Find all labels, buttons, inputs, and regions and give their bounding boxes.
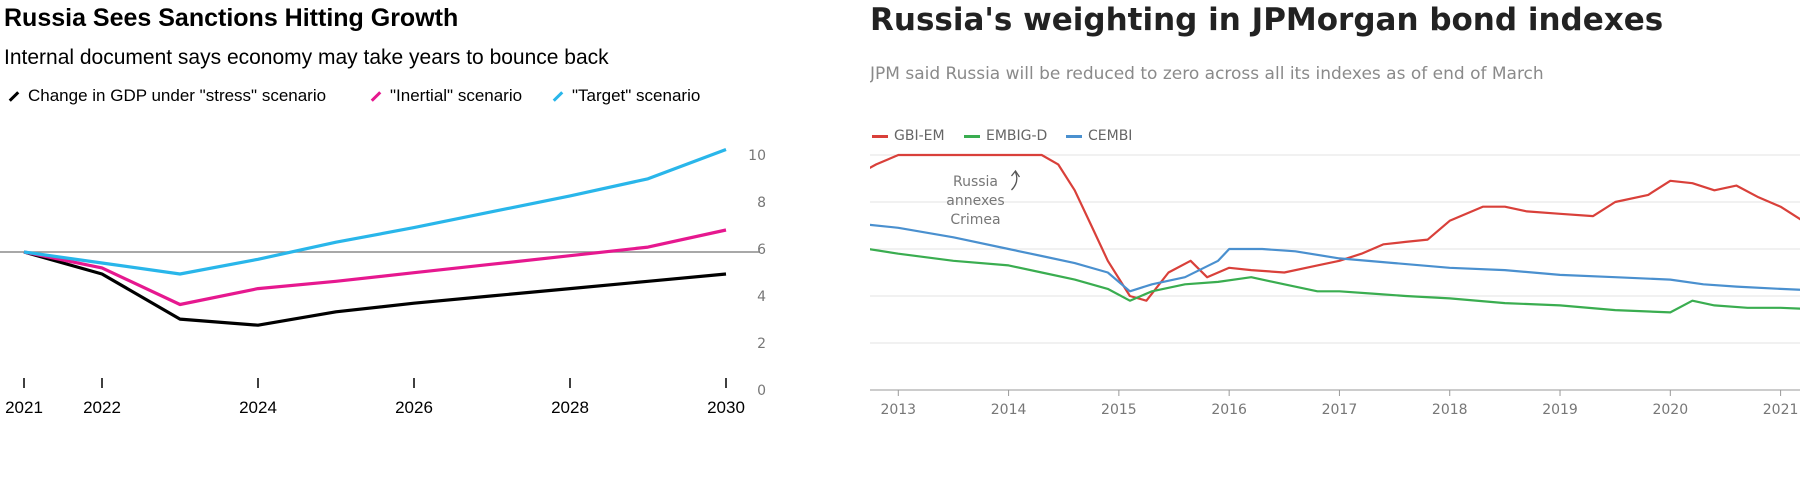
- series-line-cembi: [870, 223, 1800, 293]
- legend-label-stress: Change in GDP under "stress" scenario: [28, 86, 327, 105]
- annotation-crimea-line-3: Crimea: [950, 212, 1000, 228]
- legend-swatch-embig-d: [964, 134, 980, 138]
- annotation-crimea-line-1: Russia: [953, 174, 998, 190]
- chart-title: Russia's weighting in JPMorgan bond inde…: [870, 2, 1664, 38]
- y-tick-label-4: 4: [757, 289, 766, 305]
- y-tick-label-10: 10: [748, 148, 766, 164]
- x-tick-label-2024: 2024: [239, 398, 277, 417]
- x-tick-label-2019: 2019: [1542, 402, 1578, 418]
- y-tick-label-0: 0: [757, 383, 766, 399]
- legend-item-target: "Target" scenario: [552, 86, 700, 106]
- y-tick-label-6: 6: [757, 242, 766, 258]
- gdp-chart-plot: 2021 2022 2024 2026 2028 2030: [0, 148, 760, 417]
- x-tick-label-2015: 2015: [1101, 402, 1137, 418]
- chart-subtitle: Internal document says economy may take …: [4, 46, 609, 69]
- y-tick-label-8: 8: [757, 195, 766, 211]
- legend-item-embig-d: EMBIG-D: [964, 128, 1047, 144]
- x-tick-label-2028: 2028: [551, 398, 589, 417]
- series-line-gbi-em: [870, 153, 1800, 302]
- y-tick-label-2: 2: [757, 336, 766, 352]
- x-tick-label-2013: 2013: [880, 402, 916, 418]
- x-tick-label-2018: 2018: [1432, 402, 1468, 418]
- legend-label-embig-d: EMBIG-D: [986, 128, 1048, 144]
- legend-label-inertial: "Inertial" scenario: [390, 86, 523, 105]
- jpm-chart-panel: Russia's weighting in JPMorgan bond inde…: [870, 0, 1800, 485]
- gdp-chart-panel: Russia Sees Sanctions Hitting Growth Int…: [0, 4, 760, 417]
- x-tick-label-2014: 2014: [991, 402, 1027, 418]
- legend-label-gbi-em: GBI-EM: [894, 128, 945, 144]
- x-tick-label-2017: 2017: [1322, 402, 1358, 418]
- legend-item-cembi: CEMBI: [1066, 128, 1132, 144]
- legend-item-inertial: "Inertial" scenario: [370, 86, 522, 106]
- legend-label-target: "Target" scenario: [572, 86, 701, 105]
- legend-label-cembi: CEMBI: [1088, 128, 1133, 144]
- series-line-change-in-gdp-under-stress-scenario: [23, 250, 727, 327]
- annotation-crimea-arrow: [1011, 171, 1018, 191]
- x-tick-label-2021: 2021: [5, 398, 43, 417]
- chart-title: Russia Sees Sanctions Hitting Growth: [4, 4, 459, 32]
- legend-item-gbi-em: GBI-EM: [872, 128, 945, 144]
- legend-item-stress: Change in GDP under "stress" scenario: [8, 86, 326, 106]
- x-tick-label-2022: 2022: [83, 398, 121, 417]
- jpm-chart-plot: 2013 2014 2015 2016 2017 2018 2019 2020 2021 Russ…: [870, 153, 1800, 418]
- annotation-crimea-line-2: annexes: [946, 193, 1004, 209]
- x-tick-label-2021: 2021: [1763, 402, 1799, 418]
- x-tick-label-2016: 2016: [1211, 402, 1247, 418]
- legend-swatch-cembi: [1066, 134, 1082, 138]
- series-line-embig-d: [870, 248, 1800, 314]
- x-tick-label-2030: 2030: [707, 398, 745, 417]
- x-tick-label-2026: 2026: [395, 398, 433, 417]
- chart-subtitle: JPM said Russia will be reduced to zero …: [870, 64, 1544, 84]
- series-line-target-scenario: [23, 148, 727, 276]
- series-line-inertial-scenario: [23, 228, 727, 307]
- legend-swatch-gbi-em: [872, 134, 888, 138]
- jpm-y-axis: 0 2 4 6 8 10: [748, 148, 766, 399]
- x-tick-label-2020: 2020: [1652, 402, 1688, 418]
- annotation-crimea-arrowhead: [1010, 169, 1021, 178]
